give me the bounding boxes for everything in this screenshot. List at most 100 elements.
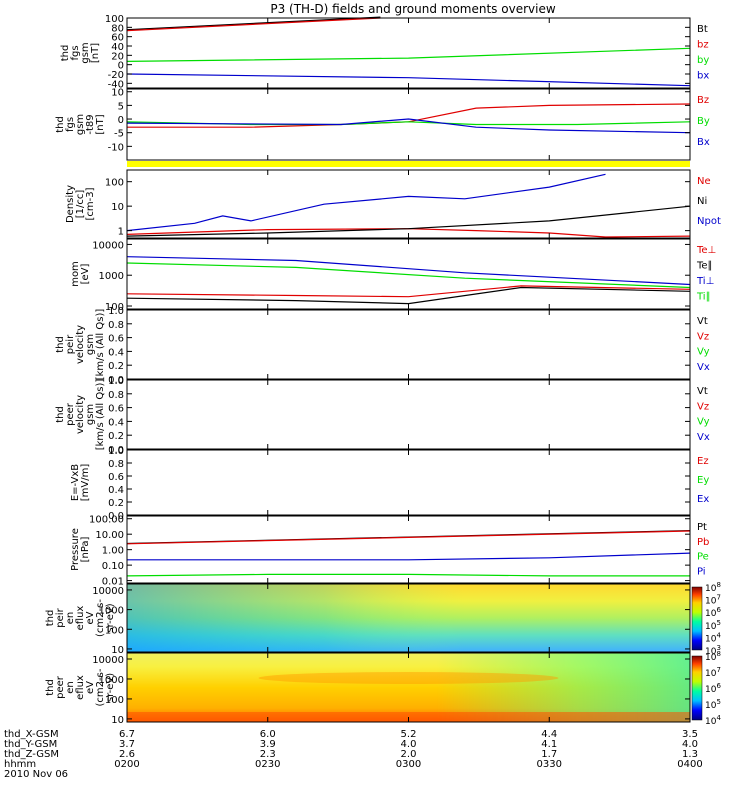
legend-label: Bx [697,137,710,148]
ephemeris-value: 3.9 [260,739,276,750]
colorbar-tick-label: 106 [705,682,721,695]
y-tick-label: 0.8 [108,320,124,331]
legend-label: Te∥ [696,261,713,272]
y-tick-label: -10 [108,142,124,153]
colorbar-tick-label: 106 [705,606,721,619]
series-line-pe [126,573,690,577]
series-line-te [126,286,691,305]
y-axis-label: thdpeirvelocitygsm[km/s (All Qs)] [55,309,106,381]
y-tick-label: 100 [105,695,124,706]
y-tick-label: 10 [111,715,124,726]
y-tick-label: 1000 [99,271,124,282]
y-tick-label: -5 [114,129,124,140]
y-axis-label: E=-VxB[mV/m] [70,464,91,502]
ephemeris-value: 6.0 [260,729,276,740]
ephemeris-value: 3.7 [119,739,135,750]
legend-label: Pi [697,566,706,577]
y-tick-label: 10 [111,202,124,213]
ephemeris-value: 2.6 [119,749,135,760]
panel-frame [126,379,691,450]
y-tick-label: 10.00 [95,530,124,541]
spectrogram-overlay [127,584,690,652]
y-tick-label: 1000 [99,606,124,617]
y-axis-label: Density[1/cc][cm-3] [65,185,96,223]
panel-8: Pt Pb Pe Pi 100.00 10.00 1.00 0.10 0.01 Pressure[… [70,515,709,588]
y-tick-label: 0.2 [108,498,124,509]
ephemeris-value: 4.0 [401,739,417,750]
y-axis-label: thdfgsgsm-t89[nT] [55,114,106,135]
legend-label: By [697,116,710,127]
series-line-by [126,47,691,62]
ephemeris-date: 2010 Nov 06 [4,769,68,780]
y-tick-label: 100.00 [89,515,124,526]
ephemeris-value: 1.7 [541,749,557,760]
y-tick-label: 1.0 [108,446,124,457]
y-tick-label: 0.2 [108,431,124,442]
colorbar-tick-label: 105 [705,698,721,711]
y-tick-label: 100 [105,178,124,189]
legend-label: Te⊥ [696,245,716,256]
colorbar-tick-label: 104 [705,631,721,644]
y-tick-label: 100 [105,302,124,313]
y-tick-label: 0.4 [108,417,124,428]
y-axis-label: Pressure[nPa] [70,528,91,571]
ephemeris-value: 6.7 [119,729,135,740]
ephemeris-value: 2.0 [401,749,417,760]
series-line-bz [126,17,381,32]
legend-label: Vx [697,432,710,443]
y-axis-label: thdfgsgsm[nT] [60,42,101,63]
colorbar [691,655,703,721]
legend-label: Ez [697,456,709,467]
spectrogram-flux-patch [258,672,559,684]
ephemeris-value: 0400 [677,759,702,770]
legend-label: Ey [697,475,709,486]
figure-title: P3 (TH-D) fields and ground moments over… [270,2,555,16]
panel-7: Ez Ey Ex 1.0 0.8 0.6 0.4 0.2 0.0 E=-VxB[mV/m] [70,446,709,522]
panel-5: Vt Vz Vy Vx 1.0 0.8 0.6 0.4 0.2 0.0thdpeirvelocit… [55,306,710,386]
colorbar-tick-label: 104 [705,714,721,727]
ephemeris-value: 0330 [537,759,562,770]
y-tick-label: 100 [105,625,124,636]
colorbar-tick-label: 105 [705,619,721,632]
y-tick-label: 1 [118,227,124,238]
ephemeris-value: 5.2 [401,729,417,740]
y-tick-label: 5 [118,101,124,112]
legend-label: Vx [697,362,710,373]
series-line-ti [126,262,691,289]
y-tick-label: 1.00 [102,546,124,557]
series-line-ni [126,205,691,237]
legend-label: Ex [697,494,709,505]
series-line-bx [126,118,691,134]
y-tick-label: 0 [118,115,124,126]
y-tick-label: 20 [111,51,124,62]
y-tick-label: 0.0 [108,511,124,522]
spectrogram-overlay [127,653,690,722]
ephemeris-value: 3.5 [682,729,698,740]
ephemeris-value: 0200 [114,759,139,770]
legend-label: Ti⊥ [696,276,714,287]
y-tick-label: 1.0 [108,306,124,317]
ephemeris-row-label: thd_Y-GSM [4,739,57,750]
ephemeris-value: 4.1 [541,739,557,750]
y-tick-label: -20 [108,70,124,81]
legend-label: by [697,55,709,66]
y-tick-label: 0.6 [108,404,124,415]
ephemeris-row-label: thd_Z-GSM [4,749,59,760]
legend-label: bz [697,40,709,51]
y-tick-label: 10000 [92,586,124,597]
legend-label: Vt [697,386,708,397]
panel-3: Ne Ni Npot 100 10 1 Density[1/cc][cm-3] [65,169,721,239]
series-line-pb [126,530,691,545]
ephemeris-value: 4.0 [682,739,698,750]
series-line-npot [126,173,606,232]
panel-4: Te⊥ Te∥ Ti⊥ Ti∥ 10000 1000 100 mom[eV] [70,238,716,313]
legend-label: Vz [697,401,709,412]
ephemeris-value: 2.3 [260,749,276,760]
y-tick-label: 1000 [99,675,124,686]
legend-label: Vy [697,417,710,428]
legend-label: Vz [697,331,709,342]
y-tick-label: 0.0 [108,375,124,386]
